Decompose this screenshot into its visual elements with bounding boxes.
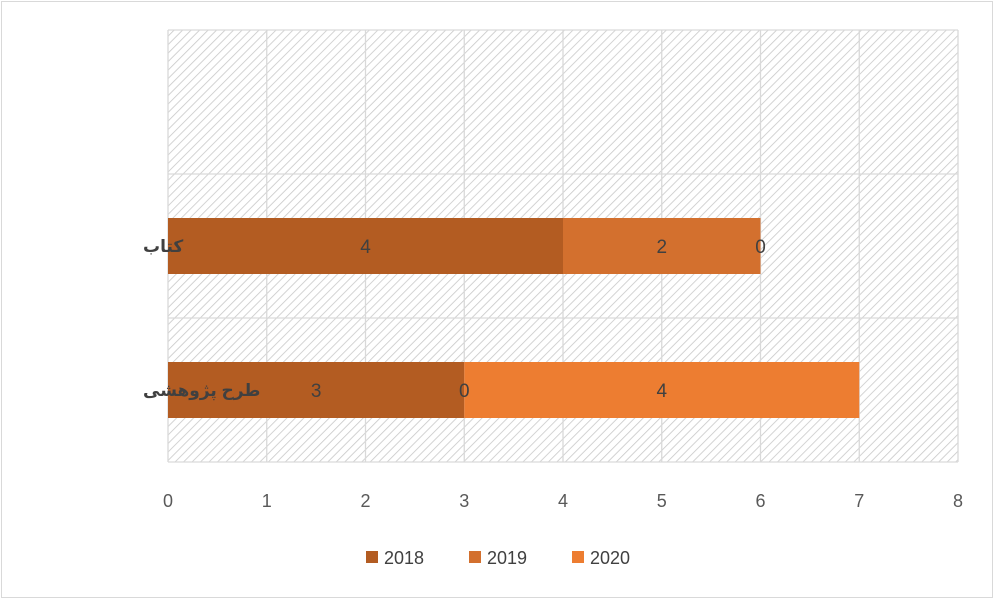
legend-swatch-2020 — [572, 551, 584, 563]
x-tick-label: 2 — [360, 491, 370, 511]
bar-2018 — [168, 218, 563, 274]
legend-label-2020: 2020 — [590, 548, 630, 568]
legend-label-2018: 2018 — [384, 548, 424, 568]
x-tick-label: 0 — [163, 491, 173, 511]
x-tick-label: 5 — [657, 491, 667, 511]
x-tick-label: 7 — [854, 491, 864, 511]
data-label-2018: 4 — [360, 237, 371, 258]
x-tick-label: 4 — [558, 491, 568, 511]
x-axis-ticks: 0 1 2 3 4 5 6 7 8 — [163, 491, 963, 511]
legend-swatch-2018 — [366, 551, 378, 563]
data-label-2019: 2 — [656, 237, 667, 258]
x-tick-label: 1 — [262, 491, 272, 511]
y-axis-categories: کتاب طرح پژوهشی — [143, 237, 260, 401]
bar-2018 — [168, 362, 465, 418]
legend: 2018 2019 2020 — [366, 548, 630, 568]
category-label: طرح پژوهشی — [143, 381, 260, 401]
legend-label-2019: 2019 — [487, 548, 527, 568]
data-label-2019: 0 — [459, 381, 470, 402]
x-tick-label: 6 — [755, 491, 765, 511]
legend-swatch-2019 — [469, 551, 481, 563]
category-label: کتاب — [143, 237, 183, 256]
bar-2019 — [563, 218, 761, 274]
data-label-2018: 3 — [311, 381, 322, 402]
data-label-2020: 0 — [755, 237, 766, 258]
data-label-2020: 4 — [656, 381, 667, 402]
bars — [168, 218, 860, 418]
data-labels: 4 2 0 3 0 4 — [311, 237, 766, 402]
bar-2020 — [464, 362, 860, 418]
x-tick-label: 3 — [459, 491, 469, 511]
x-tick-label: 8 — [953, 491, 963, 511]
